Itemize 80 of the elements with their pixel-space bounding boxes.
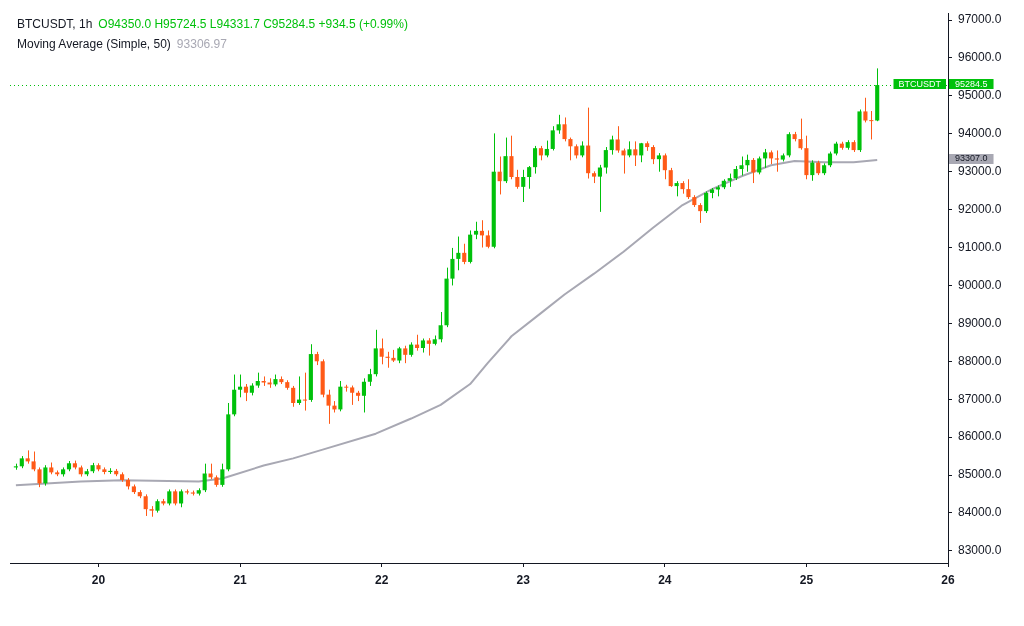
candlestick xyxy=(621,148,626,175)
chart-title: BTCUSDT, 1h xyxy=(17,17,93,31)
candlestick xyxy=(497,156,502,195)
candlestick xyxy=(633,140,638,167)
x-tick-label: 21 xyxy=(233,572,248,587)
y-tick-label: 88000.0 xyxy=(958,353,1002,368)
candlestick xyxy=(338,380,343,412)
annotation: Moving Average (Simple, 50) xyxy=(17,37,171,51)
candlestick xyxy=(326,389,331,425)
candlestick xyxy=(597,164,602,213)
candlestick xyxy=(291,385,296,408)
y-tick-label: 94000.0 xyxy=(958,126,1002,141)
y-tick-label: 87000.0 xyxy=(958,391,1002,406)
candlestick xyxy=(739,156,744,176)
y-tick-label: 97000.0 xyxy=(958,12,1002,27)
candlestick xyxy=(662,152,667,180)
candlestick xyxy=(763,148,768,169)
text: 93307.0 xyxy=(955,153,988,164)
candlestick xyxy=(609,135,614,156)
candlestick xyxy=(686,178,691,200)
candlestick xyxy=(37,466,42,488)
candlestick xyxy=(751,157,756,184)
x-tick-label: 22 xyxy=(374,572,389,587)
candlestick xyxy=(450,247,455,286)
candlestick xyxy=(238,374,243,398)
candlestick xyxy=(302,372,308,412)
y-tick-label: 90000.0 xyxy=(958,277,1002,292)
candlestick xyxy=(550,125,555,151)
candlestick xyxy=(869,110,874,140)
candlestick xyxy=(615,125,620,154)
y-tick-label: 84000.0 xyxy=(958,505,1002,520)
candlestick xyxy=(361,377,367,413)
candlestick xyxy=(798,118,803,151)
y-tick-label: 86000.0 xyxy=(958,429,1002,444)
ref-line-label: BTCUSDT xyxy=(898,78,942,89)
x-tick-label: 26 xyxy=(941,572,955,587)
y-tick-label: 91000.0 xyxy=(958,239,1002,254)
candlestick xyxy=(562,116,567,142)
candlestick xyxy=(786,131,791,158)
y-tick-label: 96000.0 xyxy=(958,50,1002,65)
candlestick xyxy=(810,159,815,182)
candlestick xyxy=(515,169,520,190)
candlestick xyxy=(456,236,461,271)
candlestick xyxy=(650,144,656,165)
x-tick-label: 25 xyxy=(799,572,814,587)
candlestick xyxy=(143,493,148,517)
chart-subtitle: O94350.0 H95724.5 L94331.7 C95284.5 +934.5 (+0.99%) xyxy=(98,17,408,31)
candlestick xyxy=(527,165,532,190)
candlestick xyxy=(438,311,443,343)
y-tick-label: 83000.0 xyxy=(958,543,1002,558)
candlestick xyxy=(521,169,526,203)
candlestick xyxy=(698,202,703,224)
candlestick xyxy=(532,145,538,175)
candlestick xyxy=(43,464,48,487)
candlestick xyxy=(568,137,573,161)
candlestick xyxy=(385,351,390,369)
candlestick xyxy=(220,463,225,488)
x-tick-label: 24 xyxy=(658,572,672,587)
candlestick xyxy=(202,463,207,493)
y-tick-label: 85000.0 xyxy=(958,467,1002,482)
candlestick xyxy=(863,97,868,123)
y-tick-label: 93000.0 xyxy=(958,164,1002,179)
candlestick xyxy=(704,190,709,214)
candlestick xyxy=(668,167,673,188)
x-tick-label: 23 xyxy=(516,572,531,587)
x-tick-label: 20 xyxy=(91,572,106,587)
candlestick xyxy=(603,146,608,175)
y-tick-label: 95000.0 xyxy=(958,88,1002,103)
candlestick xyxy=(774,149,779,173)
candlestick xyxy=(350,385,355,406)
candlestick xyxy=(379,338,384,365)
candlestick xyxy=(462,243,467,265)
candlestick xyxy=(656,152,661,173)
text: 95284.5 xyxy=(955,78,988,89)
candlestick xyxy=(556,114,561,135)
annotation: 93306.97 xyxy=(176,37,227,51)
candlestick xyxy=(31,451,36,472)
y-tick-label: 89000.0 xyxy=(958,315,1002,330)
y-tick-label: 92000.0 xyxy=(958,201,1002,216)
candlestick xyxy=(509,135,514,180)
